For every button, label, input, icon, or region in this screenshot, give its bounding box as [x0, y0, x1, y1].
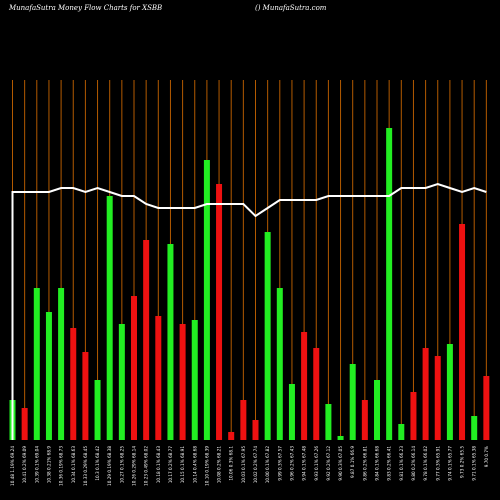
money-flow-bar — [143, 240, 150, 440]
money-flow-bar — [131, 296, 137, 440]
money-flow-bar — [374, 380, 380, 440]
money-flow-bar — [155, 316, 162, 440]
x-tick-label: 9.93 0.1% 67.26 — [314, 446, 319, 481]
x-tick-label: 10.3 0.1% 68.42 — [95, 446, 100, 481]
x-tick-label: 10.26 0.29% 68.14 — [132, 446, 137, 486]
x-tick-label: 10.18 0.1% 68.43 — [156, 446, 161, 484]
price-line — [11, 182, 487, 440]
money-flow-bar — [191, 320, 198, 440]
x-tick-label: 9.96 0.2% 67.43 — [289, 446, 294, 481]
chart-header: MunafaSutra Money Flow Charts for XSBB (… — [0, 4, 500, 18]
x-tick-label: 10.41 0.2% 69.09 — [22, 446, 27, 484]
x-tick-label: 9.77 0.3% 65.91 — [435, 446, 440, 481]
money-flow-bar — [361, 400, 368, 440]
x-tick-label: 10.03 0.1% 67.95 — [241, 446, 246, 484]
money-flow-bar — [483, 376, 490, 440]
x-tick-label: 10.48 1.19% 69.24 — [10, 446, 15, 486]
money-flow-bar — [94, 380, 101, 440]
money-flow-bar — [106, 196, 113, 440]
money-flow-bar — [434, 356, 441, 440]
x-tick-label: 9.74 0.1% 65.77 — [447, 446, 452, 481]
x-tick-label: 10.27 0.1% 68.25 — [119, 446, 124, 484]
money-flow-bar — [349, 364, 356, 440]
money-flow-bar — [21, 408, 28, 440]
x-tick-label: 10.23 0.49% 68.02 — [144, 446, 149, 486]
x-tick-label: 10.34 0.1% 68.63 — [71, 446, 76, 484]
money-flow-bar — [410, 392, 417, 440]
x-tick-label: 10.36 0.19% 68.73 — [59, 446, 64, 486]
money-flow-bar — [422, 348, 429, 440]
x-tick-label: 9.81 0.1% 66.23 — [399, 446, 404, 481]
money-flow-bar — [325, 404, 332, 440]
money-flow-bar — [288, 384, 295, 440]
money-flow-bar — [203, 160, 210, 440]
money-flow-bar — [240, 400, 247, 440]
x-tick-label: 9.73 0.2% 65.5 — [460, 446, 465, 478]
x-tick-label: 9.87 0.1% 66.9 — [350, 446, 355, 478]
money-flow-bar — [252, 420, 259, 440]
money-flow-bar — [264, 232, 271, 440]
chart-subtitle: () MunafaSutra.com — [255, 4, 327, 12]
x-tick-label: 10.14 0.4% 68.68 — [192, 446, 197, 484]
x-tick-label: 9.94 0.1% 67.48 — [302, 446, 307, 481]
x-tick-label: 9.99 0.3% 67.57 — [277, 446, 282, 481]
money-flow-bar — [33, 288, 40, 440]
x-tick-label: 9.84 0.1% 66.68 — [375, 446, 380, 481]
x-tick-label: 10.02 0.2% 67.74 — [253, 446, 258, 484]
x-tick-label: 9.80 0.2% 66.14 — [411, 446, 416, 481]
x-tick-label: 9.70 0.7% — [484, 446, 489, 467]
x-tick-label: 9.86 0.2% 66.81 — [362, 446, 367, 481]
money-flow-bar — [398, 424, 405, 440]
x-tick-label: 9.83 0.2% 66.41 — [387, 446, 392, 481]
money-flow-bar — [471, 416, 478, 440]
x-tick-label: 10.15 0.1% 68.91 — [180, 446, 185, 484]
money-flow-bar — [179, 324, 186, 440]
money-flow-bar — [118, 324, 125, 440]
money-flow-bar — [337, 436, 344, 440]
money-flow-bar — [459, 224, 466, 440]
money-flow-bar — [276, 288, 283, 440]
money-flow-bar — [167, 244, 174, 440]
money-flow-bar — [216, 184, 223, 440]
x-tick-label: 10.17 0.2% 68.77 — [168, 446, 173, 484]
money-flow-bar — [301, 332, 308, 440]
money-flow-bar — [45, 312, 52, 440]
money-flow-bar — [313, 348, 320, 440]
x-tick-label: 10.10 0.19% 68.39 — [204, 446, 209, 486]
x-tick-label: 10.00 0.1% 67.82 — [265, 446, 270, 484]
x-tick-label: 10.08 0.2% 68.21 — [217, 446, 222, 484]
money-flow-bar — [386, 128, 393, 440]
x-tick-label: 9.90 0.3% 67.05 — [338, 446, 343, 481]
money-flow-bar — [82, 352, 89, 440]
x-tick-label: 9.92 0.2% 67.12 — [326, 446, 331, 481]
x-tick-label: 10.38 0.21% 68.9 — [46, 446, 51, 484]
x-tick-label: 10.29 0.19% 68.38 — [107, 446, 112, 486]
x-tick-label: 10.33 0.29% 68.45 — [83, 446, 88, 486]
money-flow-bar — [70, 328, 77, 440]
x-tick-label: 9.71 0.1% 65.38 — [472, 446, 477, 481]
chart-title: MunafaSutra Money Flow Charts for XSBB — [9, 4, 163, 12]
x-tick-label: 9.78 0.1% 66.02 — [423, 446, 428, 481]
x-tick-label: 10.39 0.1% 69.04 — [34, 446, 39, 484]
money-flow-bar — [228, 432, 235, 440]
x-tick-label: 10.06 0.3% 68.1 — [229, 446, 234, 481]
money-flow-bar — [446, 344, 453, 440]
money-flow-bar — [58, 288, 65, 440]
